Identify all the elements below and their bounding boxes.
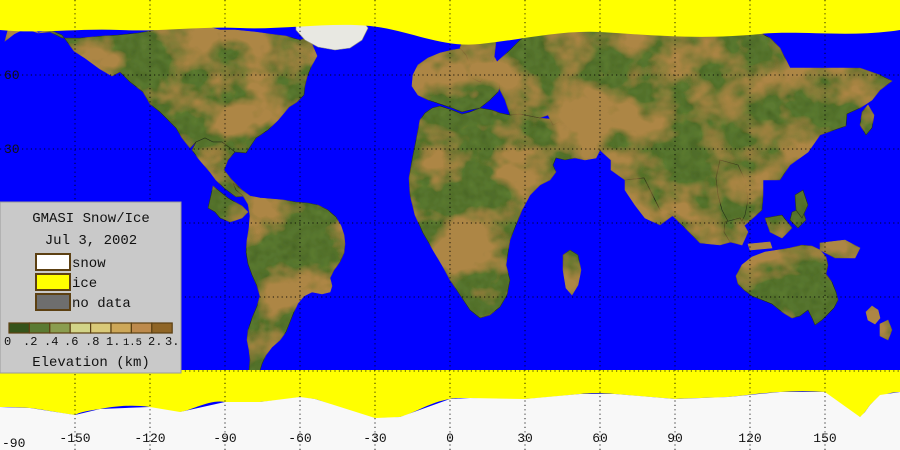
svg-text:-120: -120 — [134, 431, 165, 446]
svg-text:Jul 3, 2002: Jul 3, 2002 — [45, 233, 137, 249]
svg-text:3.: 3. — [165, 335, 179, 349]
svg-text:.8: .8 — [85, 335, 99, 349]
svg-text:30: 30 — [517, 431, 533, 446]
svg-text:Elevation (km): Elevation (km) — [32, 355, 150, 371]
svg-text:1.5: 1.5 — [123, 337, 142, 349]
svg-text:-90: -90 — [213, 431, 236, 446]
svg-text:no data: no data — [72, 296, 131, 312]
svg-text:2.: 2. — [148, 335, 162, 349]
svg-text:.4: .4 — [44, 335, 58, 349]
svg-text:-60: -60 — [288, 431, 311, 446]
svg-text:.2: .2 — [23, 335, 37, 349]
svg-text:1.: 1. — [106, 335, 120, 349]
svg-text:snow: snow — [72, 256, 106, 272]
svg-text:30: 30 — [4, 142, 20, 157]
svg-text:120: 120 — [738, 431, 761, 446]
svg-text:60: 60 — [4, 68, 20, 83]
svg-text:150: 150 — [813, 431, 836, 446]
svg-text:0: 0 — [4, 335, 11, 349]
svg-text:60: 60 — [592, 431, 608, 446]
svg-text:-90: -90 — [2, 436, 25, 450]
svg-text:.6: .6 — [64, 335, 78, 349]
svg-text:-150: -150 — [59, 431, 90, 446]
svg-text:-30: -30 — [363, 431, 386, 446]
svg-text:ice: ice — [72, 276, 97, 292]
svg-text:0: 0 — [446, 431, 454, 446]
svg-text:90: 90 — [667, 431, 683, 446]
svg-text:GMASI Snow/Ice: GMASI Snow/Ice — [32, 211, 150, 227]
